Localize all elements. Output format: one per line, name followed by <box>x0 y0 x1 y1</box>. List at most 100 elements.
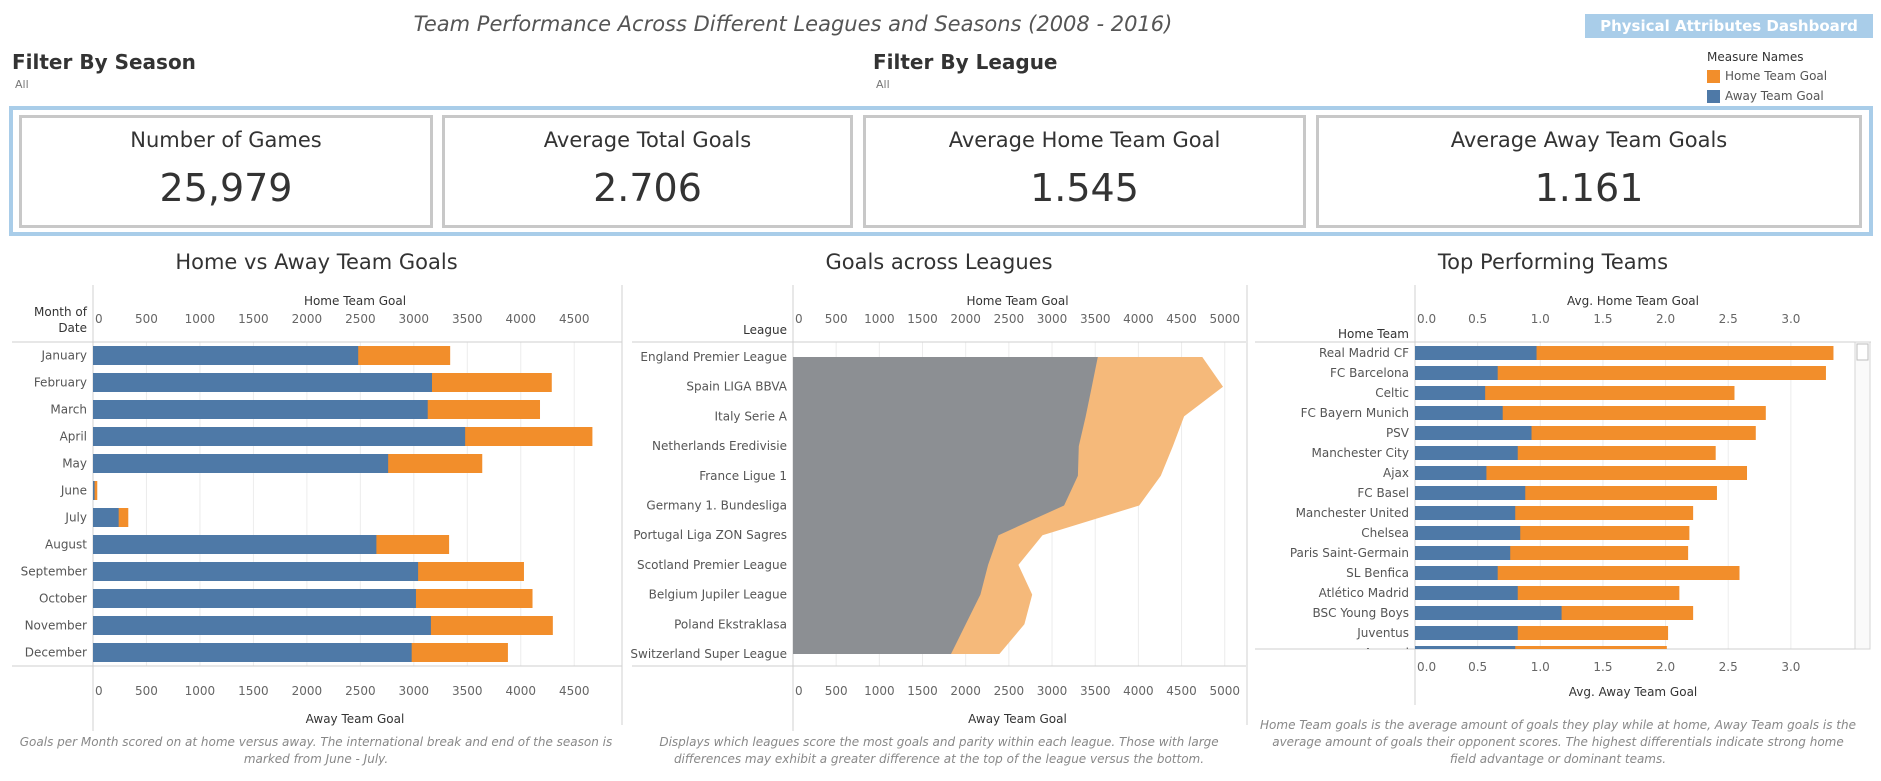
tick-label-bottom: 3000 <box>1037 684 1068 698</box>
bar-away-june <box>93 481 95 500</box>
axis-title-bottom: Away Team Goal <box>306 712 405 726</box>
tick-label-top: 1500 <box>238 312 269 326</box>
legend-item-home[interactable]: Home Team Goal <box>1707 68 1827 84</box>
team-list-scrollbar[interactable] <box>1854 341 1871 650</box>
legend-swatch-away <box>1707 89 1720 103</box>
team-rows: Real Madrid CF FC Barcelona Celtic FC Bayer… <box>1290 346 1834 649</box>
bar-home-celtic <box>1415 386 1735 400</box>
tick-label-bottom: 3000 <box>399 684 430 698</box>
category-label-october: October <box>39 592 87 606</box>
tick-label-bottom: 1500 <box>238 684 269 698</box>
row-header: Month of <box>34 305 88 319</box>
tick-label-bottom: 2500 <box>994 684 1025 698</box>
tick-label-bottom: 1.5 <box>1593 660 1612 674</box>
bar-home-june <box>93 481 98 500</box>
chart-goals-across-leagues: 0 0 500 500 1000 1000 1500 1500 2000 2000 2500 2500… <box>630 285 1248 731</box>
bar-away-july <box>93 508 119 527</box>
filter-season-value[interactable]: All <box>15 78 29 91</box>
row-header: Home Team <box>1338 327 1409 341</box>
tick-label-bottom: 2500 <box>345 684 376 698</box>
filter-season-title: Filter By Season <box>12 50 196 74</box>
tick-label-top: 0 <box>95 312 103 326</box>
bar-away-october <box>93 589 416 608</box>
bar-away-manchester-united <box>1415 506 1516 520</box>
kpi-label: Average Total Goals <box>543 128 752 152</box>
tick-label-bottom: 2.0 <box>1656 660 1675 674</box>
tick-label-bottom: 0 <box>95 684 103 698</box>
filter-league-value[interactable]: All <box>876 78 890 91</box>
tick-label-top: 3500 <box>452 312 483 326</box>
tick-label-top: 4500 <box>559 312 590 326</box>
category-label-celtic: Celtic <box>1375 386 1409 400</box>
chart-title-top-teams: Top Performing Teams <box>1437 250 1669 274</box>
filter-league-title: Filter By League <box>873 50 1058 74</box>
tick-label-top: 0 <box>795 312 803 326</box>
category-label-netherlands-eredivisie: Netherlands Eredivisie <box>652 439 787 453</box>
bar-away-real-madrid-cf <box>1415 346 1537 360</box>
tick-label-top: 3000 <box>399 312 430 326</box>
category-label-scotland-premier-league: Scotland Premier League <box>637 558 787 572</box>
category-label-fc-bayern-munich: FC Bayern Munich <box>1301 406 1409 420</box>
tick-label-top: 2500 <box>345 312 376 326</box>
bar-away-march <box>93 400 428 419</box>
category-label-italy-serie-a: Italy Serie A <box>714 409 787 423</box>
kpi-label: Average Away Team Goals <box>1450 128 1728 152</box>
tick-label-bottom: 3.0 <box>1781 660 1800 674</box>
tick-label-bottom: 0.0 <box>1417 660 1436 674</box>
bar-away-sl-benfica <box>1415 566 1498 580</box>
tick-label-top: 4000 <box>1123 312 1154 326</box>
tick-label-bottom: 2.5 <box>1719 660 1738 674</box>
bar-away-chelsea <box>1415 526 1521 540</box>
tick-label-top: 2.0 <box>1656 312 1675 326</box>
kpi-label: Average Home Team Goal <box>948 128 1221 152</box>
category-label-bsc-young-boys: BSC Young Boys <box>1313 606 1409 620</box>
bar-away-celtic <box>1415 386 1486 400</box>
caption-goals-across-leagues: Displays which leagues score the most go… <box>659 735 1219 766</box>
tick-label-bottom: 4000 <box>1123 684 1154 698</box>
physical-attributes-dashboard-button[interactable]: Physical Attributes Dashboard <box>1585 14 1873 38</box>
bar-away-ajax <box>1415 466 1487 480</box>
tick-label-top: 2500 <box>994 312 1025 326</box>
tick-label-top: 500 <box>135 312 158 326</box>
tick-label-bottom: 0.5 <box>1468 660 1487 674</box>
legend-item-away[interactable]: Away Team Goal <box>1707 88 1827 104</box>
tick-label-top: 500 <box>825 312 848 326</box>
chart-home-vs-away-goals: 0 0 500 500 1000 1000 1500 1500 2000 2000 2500 2500… <box>12 285 623 731</box>
tick-label-bottom: 500 <box>825 684 848 698</box>
category-label-france-ligue-1: France Ligue 1 <box>699 469 787 483</box>
tick-label-bottom: 1000 <box>185 684 216 698</box>
team-list-scrollbar-thumb[interactable] <box>1856 343 1869 361</box>
tick-label-top: 1500 <box>907 312 938 326</box>
row-header: Date <box>58 321 87 335</box>
bar-away-april <box>93 427 466 446</box>
legend-swatch-home <box>1707 69 1720 83</box>
category-label-belgium-jupiler-league: Belgium Jupiler League <box>649 588 787 602</box>
tick-label-bottom: 5000 <box>1209 684 1240 698</box>
tick-label-top: 4500 <box>1166 312 1197 326</box>
category-label-april: April <box>60 430 87 444</box>
category-label-february: February <box>34 376 87 390</box>
tick-label-top: 1.0 <box>1531 312 1550 326</box>
kpi-label: Number of Games <box>130 128 322 152</box>
tick-label-bottom: 2000 <box>292 684 323 698</box>
tick-label-top: 3500 <box>1080 312 1111 326</box>
bar-away-bsc-young-boys <box>1415 606 1562 620</box>
category-label-ajax: Ajax <box>1383 466 1409 480</box>
tick-label-top: 4000 <box>505 312 536 326</box>
chart-title-home-vs-away: Home vs Away Team Goals <box>175 250 458 274</box>
caption-top-teams: Home Team goals is the average amount of… <box>1260 718 1856 766</box>
bar-away-november <box>93 616 431 635</box>
axis-title-bottom: Avg. Away Team Goal <box>1569 685 1698 699</box>
tick-label-top: 2000 <box>950 312 981 326</box>
bar-away-psv <box>1415 426 1532 440</box>
tick-label-top: 3000 <box>1037 312 1068 326</box>
category-label-sl-benfica: SL Benfica <box>1346 566 1409 580</box>
category-label-november: November <box>25 619 87 633</box>
chart-top-performing-teams: 0.0 0.0 0.5 0.5 1.0 1.0 1.5 1.5 2.0 2.0 2.5 2.5 3.0 3… <box>1255 285 1871 705</box>
kpi-panel <box>9 106 1873 236</box>
category-label-september: September <box>21 565 87 579</box>
axis-title-top: Home Team Goal <box>304 294 406 308</box>
category-label-may: May <box>62 457 87 471</box>
category-label-chelsea: Chelsea <box>1361 526 1409 540</box>
bar-away-september <box>93 562 419 581</box>
